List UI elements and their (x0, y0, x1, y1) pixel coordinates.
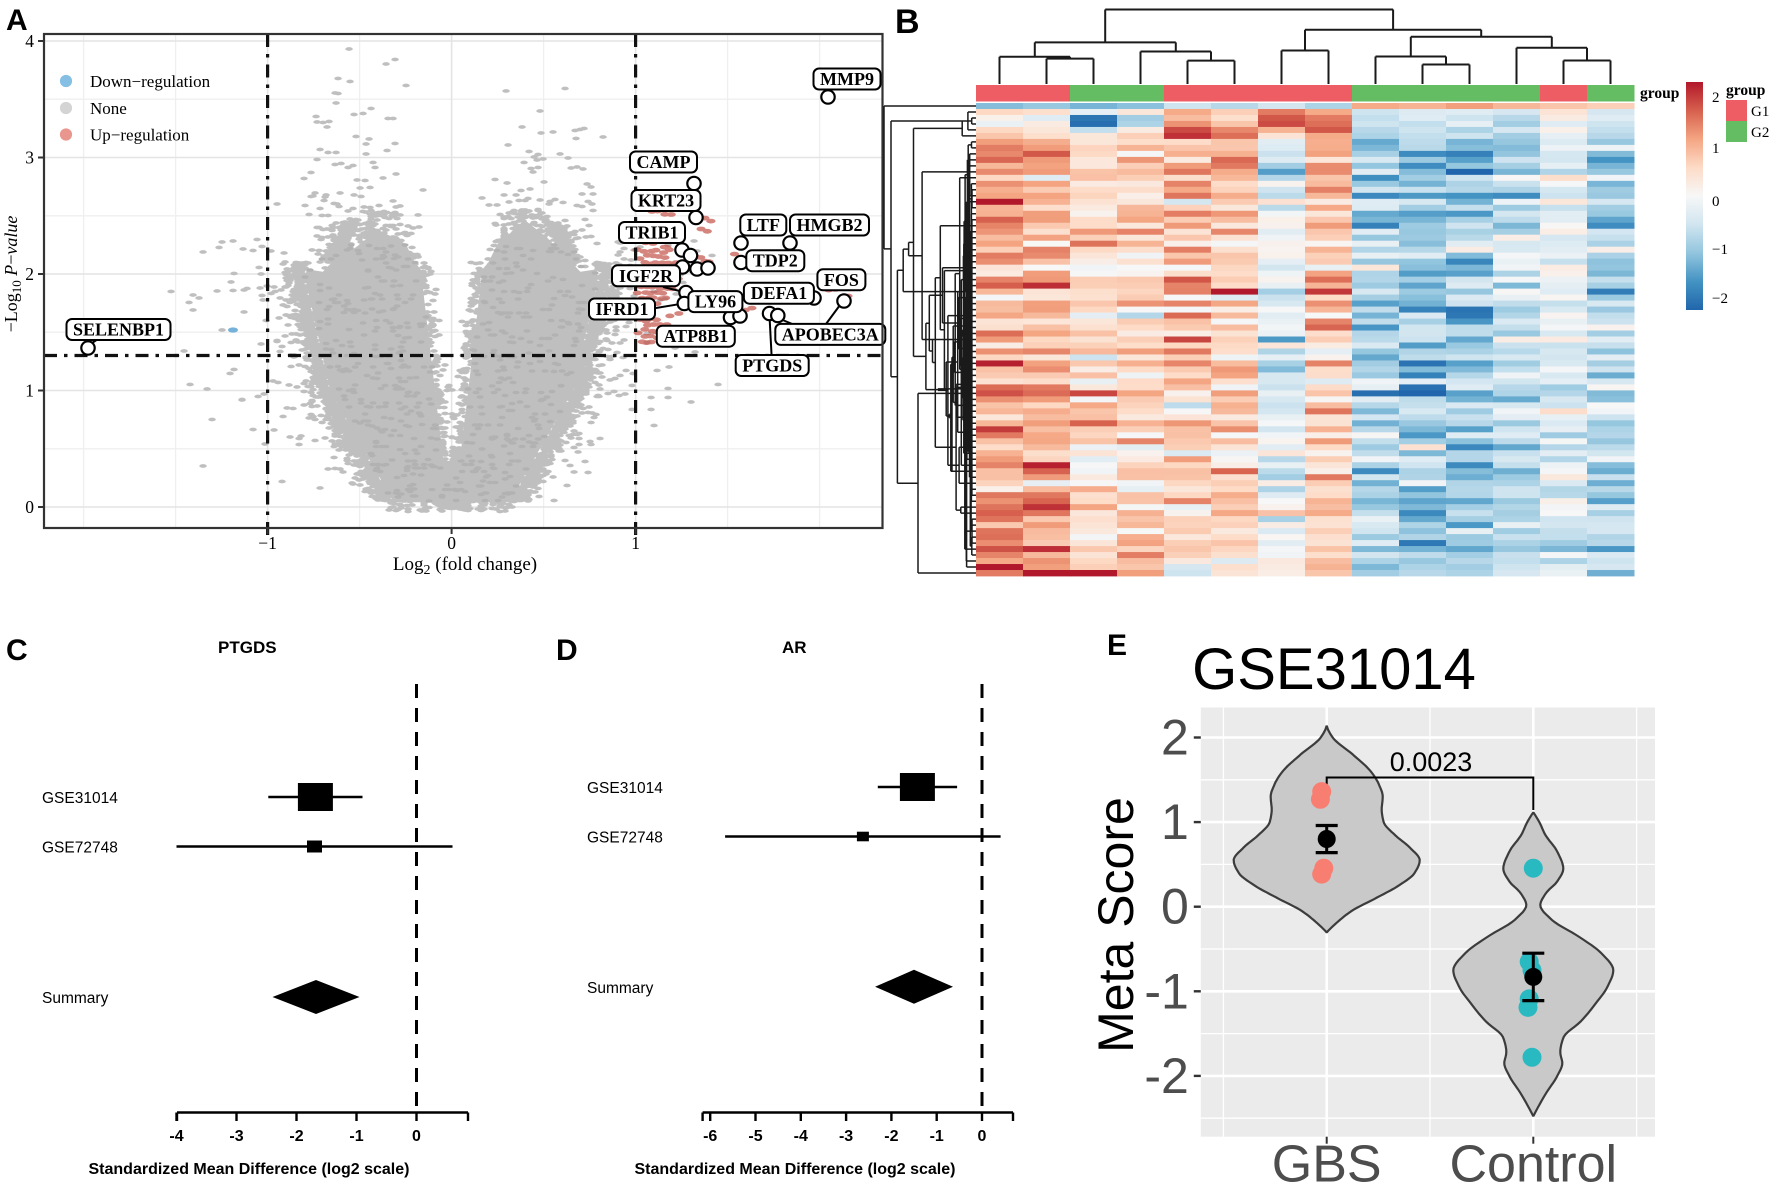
svg-text:SELENBP1: SELENBP1 (73, 320, 164, 340)
svg-text:Log2 (fold change): Log2 (fold change) (393, 554, 537, 578)
svg-text:Control: Control (1449, 1136, 1617, 1183)
svg-text:0: 0 (978, 1128, 987, 1145)
svg-text:-3: -3 (229, 1128, 243, 1145)
svg-text:-5: -5 (748, 1128, 762, 1145)
svg-text:2: 2 (1712, 90, 1720, 106)
svg-text:-2: -2 (289, 1128, 303, 1145)
svg-text:GSE31014: GSE31014 (42, 790, 118, 807)
svg-text:−1: −1 (258, 533, 277, 553)
svg-text:C: C (6, 634, 28, 667)
svg-text:Down−regulation: Down−regulation (90, 72, 211, 91)
svg-text:Up−regulation: Up−regulation (90, 126, 190, 145)
svg-text:-6: -6 (703, 1128, 717, 1145)
svg-text:LY96: LY96 (695, 292, 736, 312)
svg-text:-2: -2 (1144, 1048, 1188, 1104)
svg-text:1: 1 (25, 381, 34, 401)
svg-text:3: 3 (25, 148, 34, 168)
svg-text:Standardized Mean Difference (: Standardized Mean Difference (log2 scale… (635, 1161, 956, 1178)
svg-text:Summary: Summary (42, 990, 109, 1007)
svg-text:FOS: FOS (824, 270, 859, 290)
svg-text:-4: -4 (169, 1128, 183, 1145)
svg-text:2: 2 (1161, 710, 1189, 766)
svg-text:G2: G2 (1751, 125, 1769, 141)
svg-text:0: 0 (1161, 879, 1189, 935)
svg-text:TRIB1: TRIB1 (625, 223, 678, 243)
svg-text:GSE72748: GSE72748 (587, 830, 663, 847)
svg-text:LTF: LTF (747, 215, 780, 235)
svg-text:AR: AR (782, 638, 807, 657)
svg-text:1: 1 (1712, 141, 1720, 157)
svg-text:-1: -1 (349, 1128, 363, 1145)
svg-text:group: group (1640, 85, 1679, 102)
svg-text:GSE31014: GSE31014 (1192, 637, 1476, 702)
svg-text:ATP8B1: ATP8B1 (663, 326, 728, 346)
svg-text:CAMP: CAMP (637, 152, 691, 172)
svg-text:GSE72748: GSE72748 (42, 840, 118, 857)
svg-text:0: 0 (447, 533, 456, 553)
svg-text:G1: G1 (1751, 104, 1769, 120)
svg-text:1: 1 (631, 533, 640, 553)
svg-text:A: A (6, 4, 28, 37)
svg-text:GBS: GBS (1272, 1136, 1382, 1183)
svg-text:DEFA1: DEFA1 (751, 283, 808, 303)
svg-text:HMGB2: HMGB2 (797, 215, 863, 235)
svg-text:2: 2 (25, 264, 34, 284)
svg-text:0.0023: 0.0023 (1390, 747, 1473, 777)
svg-text:Meta Score: Meta Score (1088, 797, 1144, 1053)
svg-text:group: group (1726, 82, 1765, 99)
svg-text:Standardized Mean Difference (: Standardized Mean Difference (log2 scale… (89, 1161, 410, 1178)
svg-text:PTGDS: PTGDS (218, 638, 277, 657)
svg-text:APOBEC3A: APOBEC3A (782, 324, 879, 344)
svg-text:0: 0 (1712, 194, 1720, 210)
svg-text:0: 0 (25, 497, 34, 517)
svg-text:−1: −1 (1712, 242, 1728, 258)
svg-text:Summary: Summary (587, 980, 654, 997)
svg-text:-4: -4 (794, 1128, 808, 1145)
svg-text:4: 4 (25, 31, 34, 51)
svg-text:-3: -3 (839, 1128, 853, 1145)
svg-text:-1: -1 (930, 1128, 944, 1145)
svg-text:−Log10 P−value: −Log10 P−value (1, 216, 24, 333)
svg-text:-2: -2 (884, 1128, 898, 1145)
svg-text:1: 1 (1161, 794, 1189, 850)
svg-text:E: E (1107, 629, 1127, 662)
svg-text:PTGDS: PTGDS (742, 356, 802, 376)
svg-text:GSE31014: GSE31014 (587, 780, 663, 797)
svg-text:-1: -1 (1144, 963, 1188, 1019)
svg-text:B: B (895, 3, 920, 41)
svg-text:IGF2R: IGF2R (619, 266, 674, 286)
svg-text:MMP9: MMP9 (820, 69, 874, 89)
svg-text:0: 0 (412, 1128, 421, 1145)
svg-text:D: D (556, 634, 578, 667)
svg-text:TDP2: TDP2 (753, 251, 798, 271)
svg-text:None: None (90, 99, 127, 118)
svg-text:IFRD1: IFRD1 (596, 299, 649, 319)
svg-text:−2: −2 (1712, 291, 1728, 307)
svg-text:KRT23: KRT23 (638, 191, 694, 211)
